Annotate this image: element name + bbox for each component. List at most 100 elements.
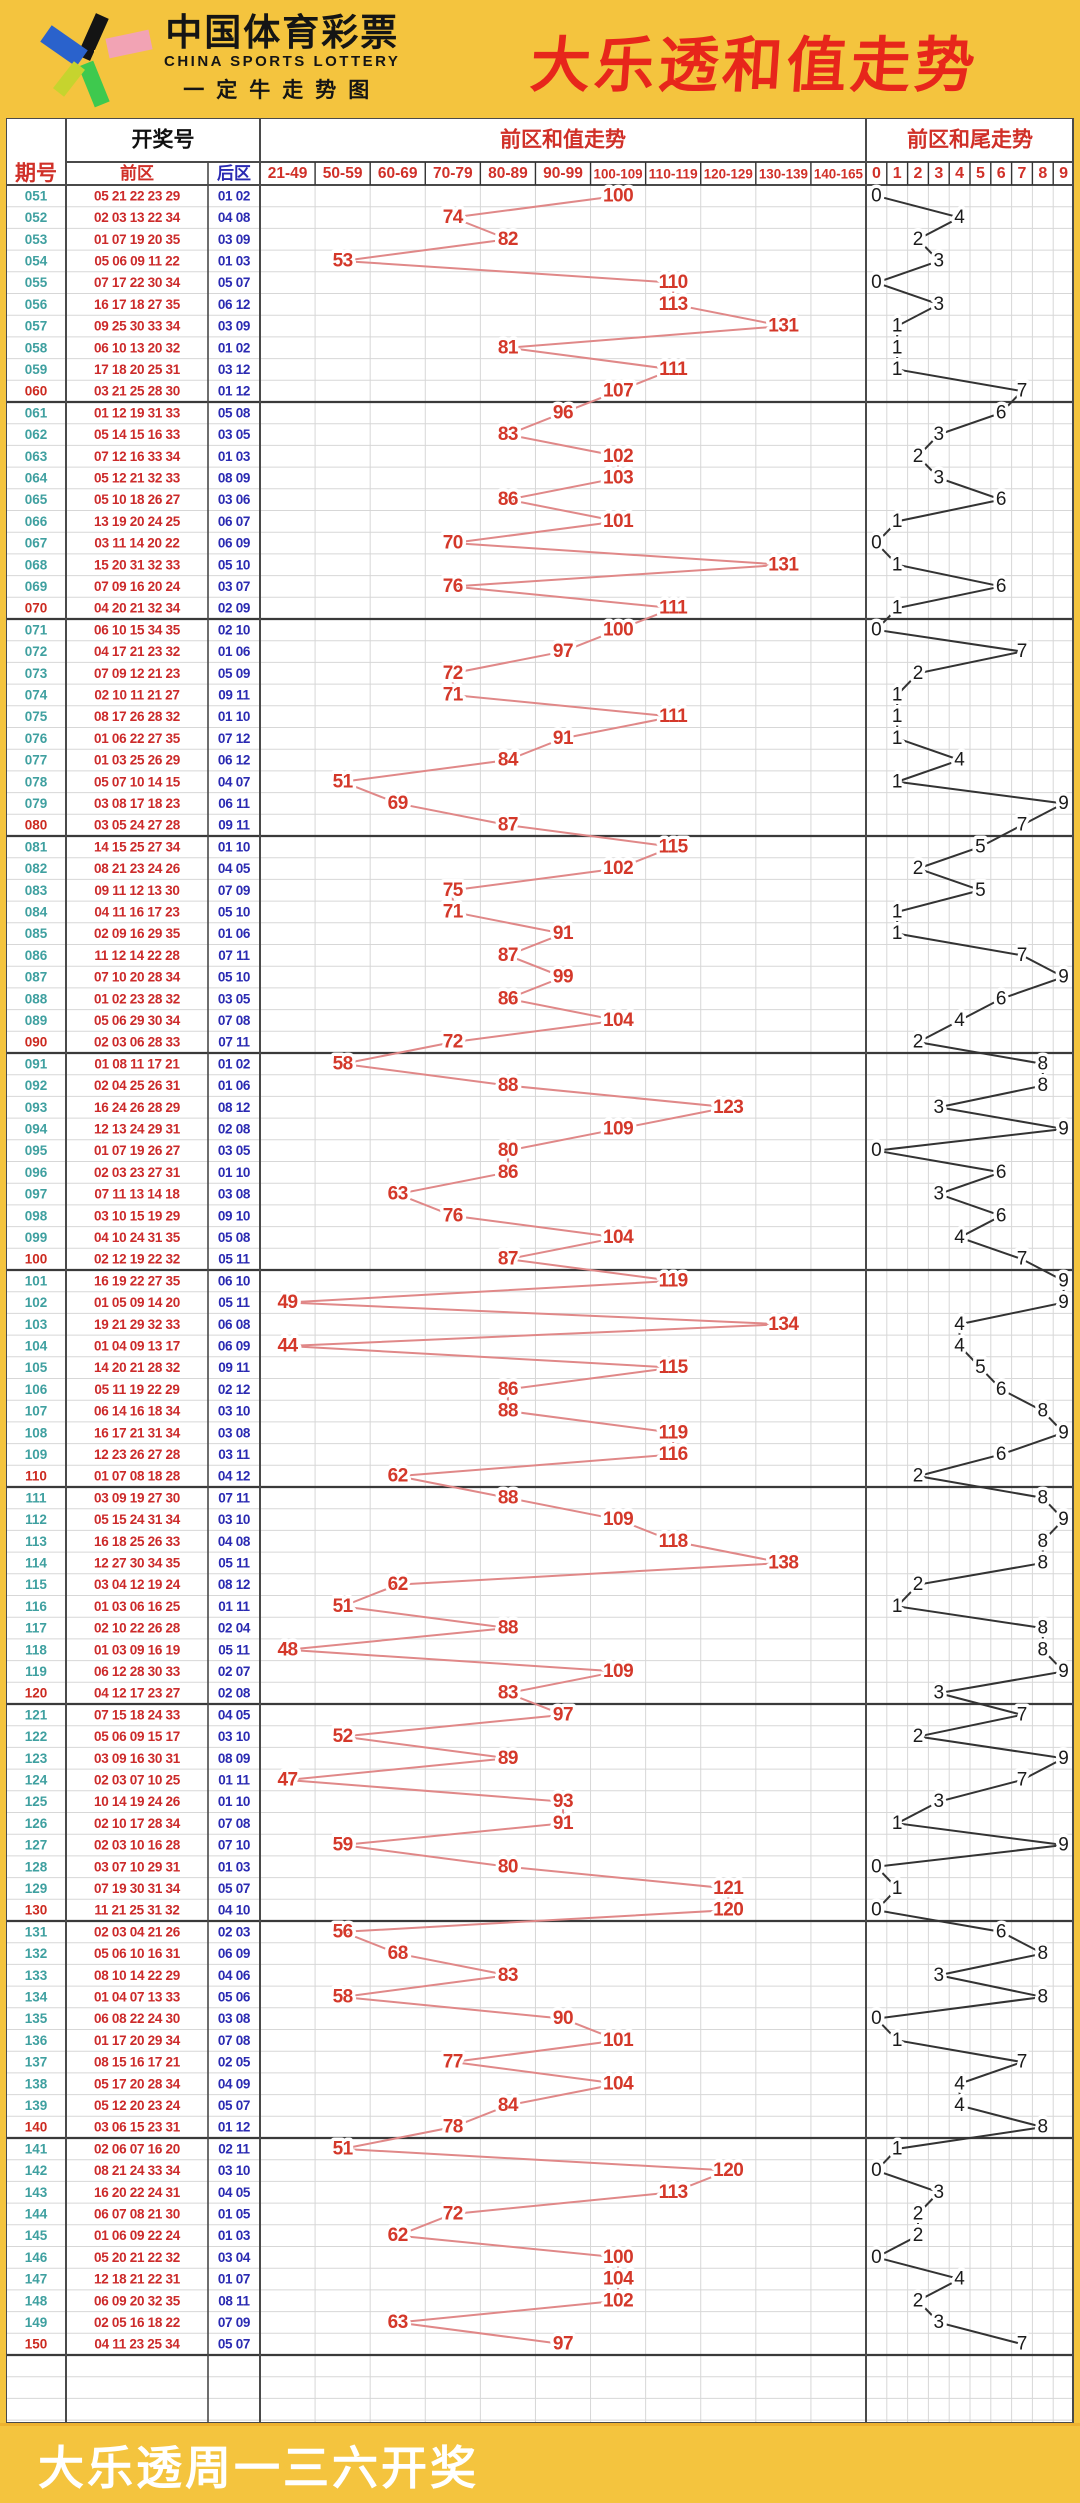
period-cell: 052 <box>25 210 48 225</box>
period-cell: 125 <box>25 1794 48 1809</box>
back-numbers-cell: 04 06 <box>218 1968 251 1983</box>
sum-value-label: 68 <box>388 1943 408 1964</box>
sum-bin-header: 70-79 <box>433 165 473 182</box>
period-cell: 063 <box>25 449 48 464</box>
front-numbers-cell: 08 17 26 28 32 <box>94 709 180 724</box>
period-cell: 057 <box>25 319 48 334</box>
sum-value-label: 87 <box>498 945 518 966</box>
tail-value-label: 0 <box>871 1900 882 1921</box>
sum-value-label: 69 <box>388 793 408 814</box>
tail-value-label: 9 <box>1058 1270 1069 1291</box>
back-numbers-cell: 03 09 <box>218 232 250 247</box>
period-cell: 054 <box>25 253 48 268</box>
period-cell: 136 <box>25 2033 48 2048</box>
front-numbers-cell: 04 11 23 25 34 <box>94 2337 180 2352</box>
sum-value-label: 138 <box>768 1552 798 1573</box>
sum-value-label: 74 <box>443 207 464 228</box>
front-numbers-cell: 02 12 19 22 32 <box>94 1252 180 1267</box>
period-cell: 055 <box>25 275 48 290</box>
back-numbers-cell: 05 10 <box>218 970 250 985</box>
tail-value-label: 2 <box>913 858 924 879</box>
front-numbers-cell: 16 17 18 27 35 <box>94 297 181 312</box>
back-numbers-cell: 05 11 <box>218 1295 250 1310</box>
tail-value-label: 1 <box>892 1596 903 1617</box>
back-numbers-cell: 06 10 <box>218 1273 250 1288</box>
sum-value-label: 87 <box>498 1249 518 1270</box>
draw-number-header: 开奖号 <box>132 128 195 152</box>
tail-value-label: 5 <box>975 880 986 901</box>
tail-value-label: 8 <box>1038 1618 1049 1639</box>
tail-trend-header: 前区和尾走势 <box>907 128 1033 152</box>
tail-value-label: 7 <box>1017 1769 1028 1790</box>
period-cell: 098 <box>25 1208 48 1223</box>
period-cell: 129 <box>25 1881 48 1896</box>
sum-value-label: 58 <box>333 1986 353 2007</box>
front-numbers-cell: 06 10 15 34 35 <box>94 622 181 637</box>
period-cell: 143 <box>25 2185 48 2200</box>
sum-value-label: 115 <box>659 1357 689 1378</box>
back-numbers-cell: 03 06 <box>218 492 251 507</box>
back-numbers-cell: 03 05 <box>218 427 251 442</box>
footer-text: 大乐透周一三六开奖 <box>38 2441 479 2494</box>
period-cell: 142 <box>25 2163 48 2178</box>
back-numbers-cell: 03 10 <box>218 2163 250 2178</box>
tail-value-label: 7 <box>1017 381 1028 402</box>
back-numbers-cell: 05 11 <box>218 1642 250 1657</box>
sum-value-label: 44 <box>277 1335 298 1356</box>
back-numbers-cell: 06 07 <box>218 514 250 529</box>
sum-value-label: 109 <box>603 1661 633 1682</box>
logo-title: 中国体育彩票 <box>165 11 400 53</box>
front-numbers-cell: 16 20 22 24 31 <box>94 2185 181 2200</box>
sum-value-label: 97 <box>553 2334 573 2355</box>
front-numbers-cell: 03 09 19 27 30 <box>94 1490 180 1505</box>
sum-value-label: 109 <box>603 1509 633 1530</box>
period-cell: 109 <box>25 1447 48 1462</box>
tail-value-label: 9 <box>1058 1509 1069 1530</box>
tail-value-label: 1 <box>892 511 903 532</box>
front-numbers-cell: 07 10 20 28 34 <box>94 970 181 985</box>
back-numbers-cell: 03 10 <box>218 1729 250 1744</box>
period-cell: 148 <box>25 2293 48 2308</box>
sum-value-label: 83 <box>498 424 518 445</box>
tail-value-label: 1 <box>892 2138 903 2159</box>
tail-value-label: 9 <box>1058 1292 1069 1313</box>
front-numbers-cell: 05 15 24 31 34 <box>94 1512 181 1527</box>
tail-value-label: 6 <box>996 576 1007 597</box>
period-cell: 089 <box>25 1013 48 1028</box>
sum-trend-line <box>287 194 784 2346</box>
period-cell: 132 <box>25 1946 48 1961</box>
sum-bin-header: 130-139 <box>759 166 808 182</box>
sum-value-label: 104 <box>603 1227 634 1248</box>
tail-value-label: 1 <box>892 923 903 944</box>
period-cell: 065 <box>25 492 48 507</box>
period-cell: 145 <box>25 2228 48 2243</box>
period-cell: 122 <box>25 1729 48 1744</box>
sum-value-label: 63 <box>388 1184 408 1205</box>
period-cell: 095 <box>25 1143 48 1158</box>
back-numbers-cell: 05 07 <box>218 1881 250 1896</box>
sum-value-label: 88 <box>498 1618 518 1639</box>
back-numbers-cell: 07 08 <box>218 2033 251 2048</box>
tail-value-label: 8 <box>1038 1487 1049 1508</box>
tail-value-label: 2 <box>913 2290 924 2311</box>
tail-value-label: 4 <box>954 1227 965 1248</box>
sum-value-label: 100 <box>603 619 633 640</box>
front-numbers-cell: 05 17 20 28 34 <box>94 2076 181 2091</box>
back-numbers-cell: 09 11 <box>218 818 250 833</box>
tail-value-label: 6 <box>996 489 1007 510</box>
back-numbers-cell: 01 10 <box>218 1165 250 1180</box>
front-numbers-cell: 03 21 25 28 30 <box>94 384 180 399</box>
tail-bin-header: 7 <box>1018 165 1027 182</box>
sum-value-label: 97 <box>553 1704 573 1725</box>
front-numbers-cell: 09 25 30 33 34 <box>94 319 181 334</box>
tail-value-label: 8 <box>1038 1943 1049 1964</box>
back-numbers-cell: 03 08 <box>218 1187 251 1202</box>
tail-value-label: 6 <box>996 402 1007 423</box>
sum-value-label: 88 <box>498 1487 518 1508</box>
front-numbers-cell: 08 15 16 17 21 <box>94 2055 181 2070</box>
back-numbers-cell: 02 05 <box>218 2055 251 2070</box>
period-cell: 101 <box>25 1273 48 1288</box>
front-numbers-cell: 06 07 08 21 30 <box>94 2206 180 2221</box>
tail-value-label: 3 <box>934 2182 945 2203</box>
sum-value-label: 118 <box>659 1531 688 1552</box>
